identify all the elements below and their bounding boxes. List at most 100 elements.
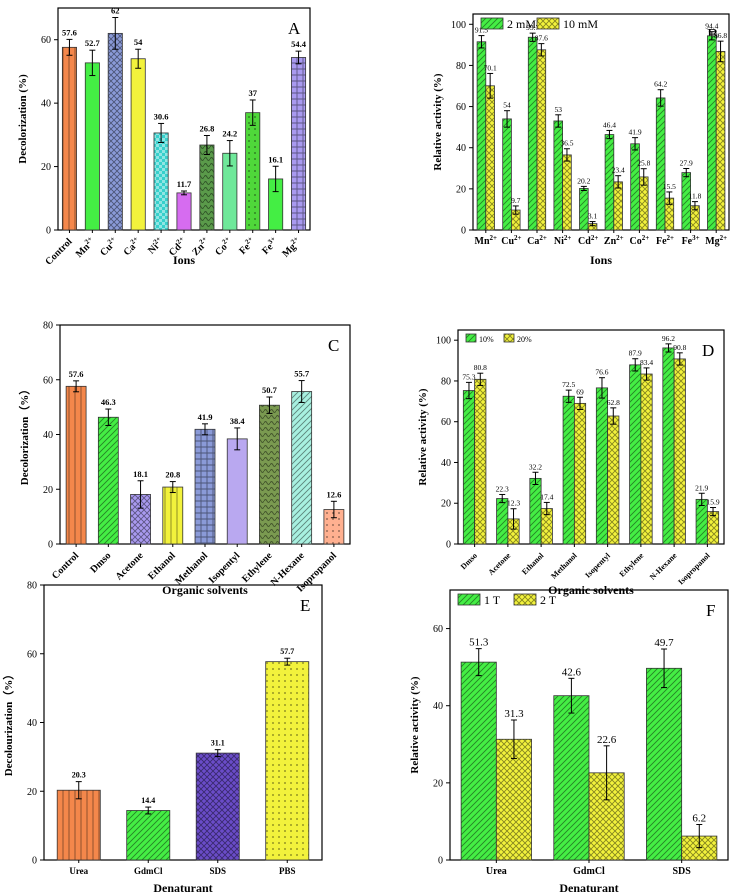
data-label: 46.3 xyxy=(101,397,116,407)
data-label: 50.7 xyxy=(262,385,278,395)
legend-entry: 20% xyxy=(517,335,532,344)
x-tick-label: Acetone xyxy=(486,551,512,577)
bar-10%-Ethanol xyxy=(529,477,542,545)
data-label: 41.9 xyxy=(628,128,641,137)
data-label: 54.4 xyxy=(291,39,307,49)
data-label: 57.6 xyxy=(62,27,77,37)
data-label: 24.2 xyxy=(222,129,237,139)
bar-2 mM-Zn2+ xyxy=(604,134,615,231)
data-label: 14.4 xyxy=(141,796,155,805)
legend-swatch xyxy=(457,593,481,606)
bar-Ethylene xyxy=(259,404,280,545)
bar-Cu2+ xyxy=(107,32,123,231)
bar-20%-Isopentyl xyxy=(607,415,620,545)
legend-swatch xyxy=(536,17,560,30)
bar-10%-Ethylene xyxy=(629,364,642,545)
data-label: 32.2 xyxy=(529,462,542,471)
x-tick-label: Control xyxy=(50,550,81,581)
chart-panel-C: 0 20 40 60 80 Decolorization（%） C 57.6 46.3 18.1 2… xyxy=(18,321,351,597)
bar-2 mM-Co2+ xyxy=(630,143,640,231)
data-label: 91.5 xyxy=(475,26,488,35)
x-tick-label: Urea xyxy=(486,866,507,877)
data-label: 54 xyxy=(503,101,511,110)
data-label: 11.8 xyxy=(689,192,702,201)
y-tick-label: 20 xyxy=(41,162,51,173)
data-label: 52.7 xyxy=(85,38,101,48)
bar-10 mM-Mg2+ xyxy=(715,51,726,231)
bar-2 mM-Ni2+ xyxy=(553,120,563,231)
x-tick-label: Co2+ xyxy=(630,234,650,247)
bar-20%-Isopropanol xyxy=(706,511,720,545)
x-tick-label: Co2+ xyxy=(212,235,235,258)
x-tick-label: Zn2+ xyxy=(604,234,624,247)
panel-letter: F xyxy=(706,601,715,620)
x-tick-label: SDS xyxy=(209,866,226,876)
bar-20%-N-Hexane xyxy=(673,358,686,545)
y-tick-label: 40 xyxy=(43,430,53,441)
legend-swatch xyxy=(480,17,504,30)
bar-2 mM-Cu2+ xyxy=(502,118,512,231)
x-tick-label: GdmCl xyxy=(134,866,163,876)
x-tick-label: Mg2+ xyxy=(279,235,304,260)
y-tick-label: 40 xyxy=(27,718,37,729)
y-axis-label: Relative activity (%) xyxy=(432,73,444,170)
bar-10%-Dmso xyxy=(462,390,476,545)
bar-GdmCl xyxy=(126,810,171,861)
bar-Mn2+ xyxy=(84,62,100,231)
data-label: 53 xyxy=(554,105,562,114)
x-tick-label: Isopentyl xyxy=(207,550,243,586)
chart-panel-A: 0 20 40 60 Decolorization (%) A 57.6 52.7 62 54 30… xyxy=(17,6,311,268)
data-label: 17.4 xyxy=(540,492,553,501)
data-label: 41.9 xyxy=(198,412,213,422)
data-label: 75.3 xyxy=(462,372,475,381)
data-label: 15.5 xyxy=(663,182,676,191)
panel-letter: B xyxy=(707,25,718,44)
x-tick-label: N-Hexane xyxy=(648,551,679,582)
y-tick-label: 20 xyxy=(27,787,37,798)
panel-letter: C xyxy=(328,336,339,355)
x-tick-label: Isopentyl xyxy=(583,551,612,580)
bar-Ni2+ xyxy=(153,132,169,231)
x-tick-label: Fe3+ xyxy=(259,235,281,257)
y-tick-label: 20 xyxy=(433,778,443,789)
bar-20%-Methanol xyxy=(573,402,587,545)
y-tick-label: 80 xyxy=(441,376,451,387)
data-label: 27.9 xyxy=(680,158,693,167)
legend-entry: 10% xyxy=(479,335,494,344)
data-label: 54 xyxy=(134,37,143,47)
legend-swatch xyxy=(503,333,515,343)
x-tick-label: Mn2+ xyxy=(475,234,498,247)
x-tick-label: Ethanol xyxy=(146,550,178,582)
bar-2 mM-Fe2+ xyxy=(655,97,666,231)
data-label: 87.6 xyxy=(535,34,548,43)
x-axis-label: Denaturant xyxy=(559,881,618,895)
bar-10 mM-Ca2+ xyxy=(536,49,547,231)
y-tick-label: 80 xyxy=(43,321,53,332)
x-tick-label: Ni2+ xyxy=(554,234,572,247)
x-axis-label: Ions xyxy=(590,253,612,267)
plot-frame xyxy=(472,13,730,231)
bar-10 mM-Mn2+ xyxy=(485,85,495,231)
y-tick-label: 60 xyxy=(27,649,37,660)
data-label: 55.7 xyxy=(294,369,310,379)
y-axis-label: Relative activity (%) xyxy=(417,388,429,485)
x-tick-label: Methanol xyxy=(173,550,210,587)
x-tick-label: Cd2+ xyxy=(578,234,598,247)
legend-swatch xyxy=(465,333,477,343)
bar-10 mM-Zn2+ xyxy=(613,181,623,231)
y-tick-label: 60 xyxy=(41,35,51,46)
data-label: 12.6 xyxy=(326,489,341,499)
x-tick-label: Control xyxy=(43,236,74,267)
data-label: 57.6 xyxy=(69,369,84,379)
data-label: 69 xyxy=(576,387,584,396)
bar-Mg2+ xyxy=(291,57,307,231)
y-axis-label: Relative activity (%) xyxy=(409,676,421,773)
bar-1 T-GdmCl xyxy=(553,695,590,861)
data-label: 37 xyxy=(248,88,257,98)
panel-letter: E xyxy=(300,596,310,615)
x-tick-label: Dmso xyxy=(459,551,479,571)
bar-Ca2+ xyxy=(130,58,146,231)
x-tick-label: PBS xyxy=(279,866,296,876)
legend-entry: 10 mM xyxy=(563,17,598,31)
